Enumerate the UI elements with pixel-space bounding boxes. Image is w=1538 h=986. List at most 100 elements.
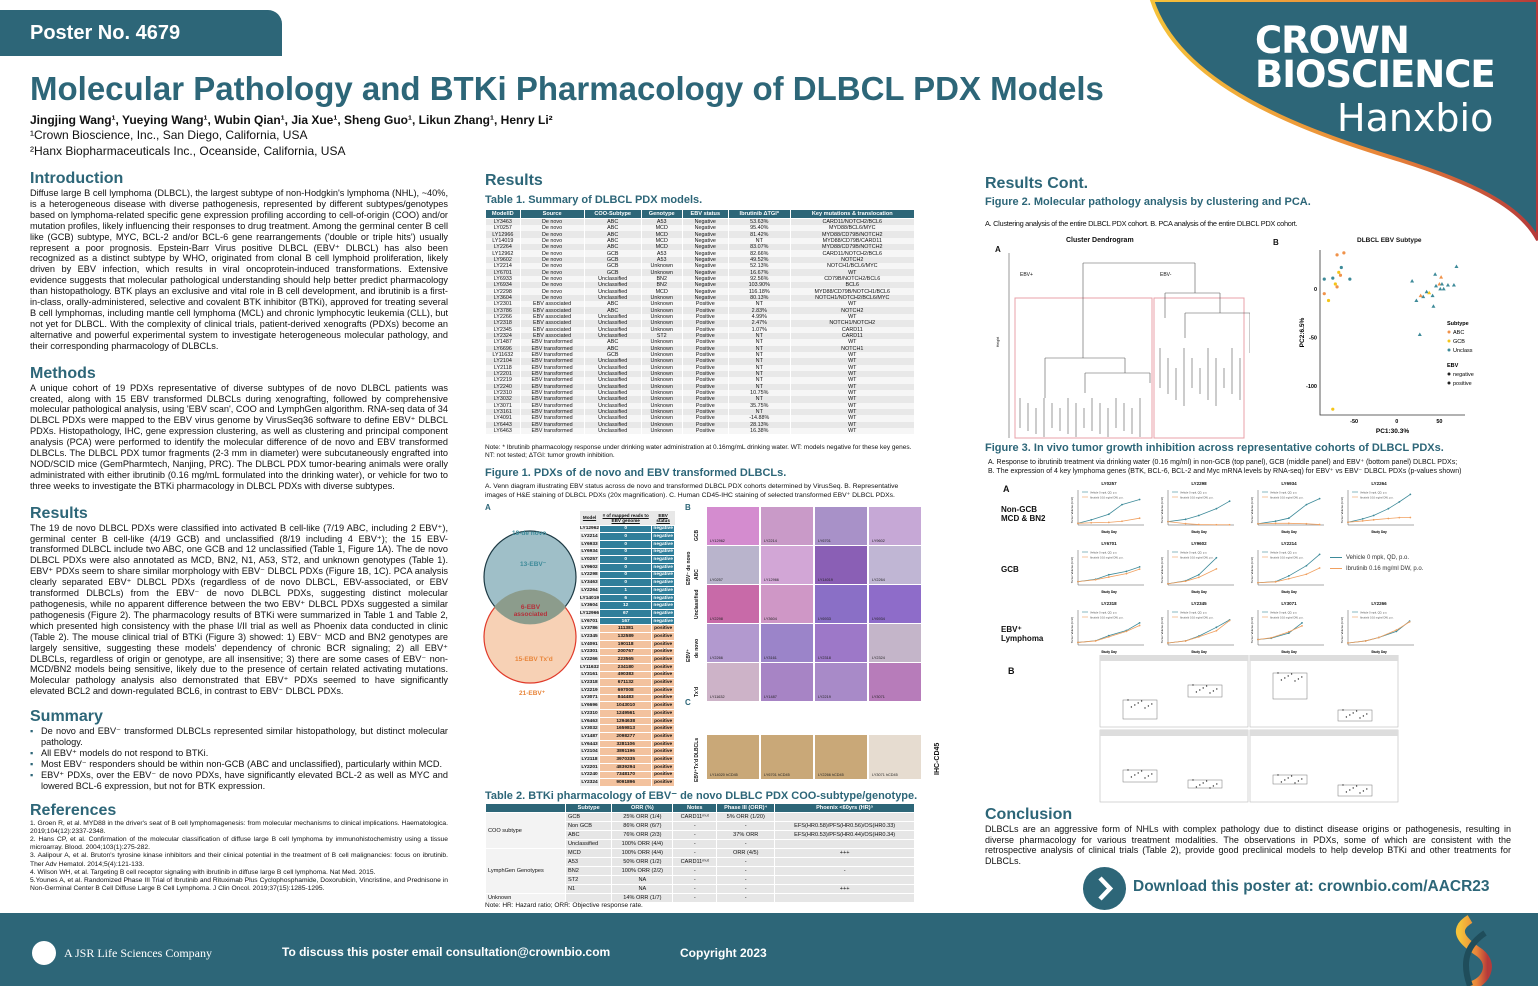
he-image: LY2324	[869, 624, 921, 662]
he-image-label: LY6934	[872, 617, 885, 621]
tgi-ibrutinib-line	[1347, 517, 1411, 523]
he-image: LY11632	[707, 663, 759, 701]
reference-item: 1. Groen R, et al. MYD88 in the driver's…	[30, 819, 448, 835]
table-cell: 86% ORR (6/7)	[611, 821, 674, 831]
table-cell: NA	[611, 875, 674, 885]
he-image-label: LY2219	[818, 695, 831, 699]
boxplot-point	[1290, 673, 1293, 675]
tgi-legend-text: Ibrutinib 0.16 mg/ml DW, p.o.	[1090, 556, 1124, 560]
table-row: LY2214 0 negative	[578, 532, 675, 541]
table-row: LY3071 EBV transformed Unclassified Unknown…	[485, 402, 916, 409]
summary-list: De novo and EBV⁻ transformed DLBCLs repr…	[30, 726, 448, 791]
table-cell: positive	[651, 632, 675, 641]
tgi-vehicle-point	[1138, 565, 1141, 568]
table-cell: Negative	[681, 275, 730, 283]
table-row: LY3604 De novo Unclassified Unknown Negative…	[485, 294, 916, 302]
pca-point	[1438, 286, 1443, 291]
tgi-ibrutinib-point	[1287, 522, 1290, 525]
table-cell: 697008	[599, 685, 653, 695]
tgi-legend-text: Vehicle 0 mpk, QD, p.o.	[1180, 611, 1208, 615]
tgi-ibrutinib-line	[1167, 620, 1230, 644]
table-cell: 167	[599, 616, 653, 626]
download-button[interactable]	[1083, 867, 1126, 910]
table-cell: 1249561	[599, 709, 653, 718]
crown-eight-logo-icon	[1455, 915, 1492, 986]
boxplot-panel-header	[1250, 730, 1398, 736]
tgi-chart: LY2264 Vehicle 0 mpk, QD, p.o. Ibrutinib 0…	[1340, 481, 1418, 539]
pca-point	[1430, 293, 1435, 298]
table-cell: WT	[789, 396, 916, 403]
table-cell: BCL6	[789, 282, 916, 289]
boxplot-point	[1277, 672, 1279, 674]
table-cell: WT	[789, 358, 916, 365]
table-cell: WT	[789, 383, 916, 390]
pca-point	[1331, 407, 1335, 411]
tgi-y-label: Tumor Volume (mm³)	[1070, 617, 1074, 643]
tgi-legend-text: Vehicle 0 mpk, QD, p.o.	[1270, 611, 1298, 615]
boxplot-point	[1297, 678, 1300, 680]
table-cell: positive	[651, 670, 675, 680]
tgi-x-label: Study Day	[1371, 650, 1387, 654]
table-row: LY6934 0 negative	[578, 547, 675, 557]
tgi-y-label: Tumor Volume (mm³)	[1160, 557, 1164, 583]
table-cell: Unclassified	[583, 320, 642, 327]
boxplot-point	[1212, 690, 1215, 692]
ihc-image-label: LY6701 hCD45	[764, 773, 790, 777]
table-row: LY2214 De novo GCB Unknown Negative 52.13% NOT…	[485, 263, 916, 270]
table-row: LY6463 1294638 positive	[578, 716, 675, 726]
boxplot-panel	[1099, 655, 1249, 728]
figure3-description-b: B. The expression of 4 key lymphoma gene…	[988, 468, 1462, 475]
table-row: LY2264 De novo ABC MCD Negative 83.07% MYD88/C…	[485, 244, 916, 251]
table-cell: Negative	[681, 244, 730, 251]
table-row: LY2310 1249561 positive	[578, 709, 675, 718]
he-staining-grid: GCB LY12962 LY2214 LY6701 LY9602 ABC LY0257 LY1…	[686, 507, 941, 787]
he-image-label: LY3161	[764, 656, 777, 660]
table-cell: -	[716, 821, 776, 831]
dendrogram-ebv-positive-label: EBV+	[1020, 272, 1033, 278]
table-cell: Positive	[681, 428, 730, 435]
results-heading: Results	[30, 504, 88, 522]
boxplot-point	[1277, 774, 1279, 776]
table-cell: 6	[599, 593, 653, 603]
poster-title: Molecular Pathology and BTKi Pharmacolog…	[30, 70, 1104, 107]
table-cell: Unclassified	[583, 275, 642, 283]
table-cell: ABC	[583, 301, 642, 308]
table-cell: 50% ORR (1/2)	[611, 857, 674, 867]
table-cell: -	[716, 839, 776, 849]
ebv-table-header: # of mapped reads to EBV genome	[599, 511, 652, 525]
pca-point	[1427, 290, 1432, 295]
table-cell: Positive	[681, 326, 730, 333]
pca-point	[1434, 283, 1438, 288]
table-cell: Negative	[681, 263, 730, 270]
pca-plot: -50 0 50 0 -50 -100 PC1:30.3% PC2:6.5% Subtype AB…	[1299, 250, 1474, 435]
table-row: LY9602 0 negative	[578, 562, 675, 572]
table-row: LY2345 EBV associated Unclassified Unknown P…	[485, 326, 916, 333]
table-cell: negative	[651, 586, 675, 595]
table-cell: 3891196	[599, 747, 653, 757]
table-cell: WT	[789, 389, 916, 397]
pca-point	[1418, 293, 1423, 298]
table-row: LY2298 De novo Unclassified MCD Negative 116.…	[485, 288, 916, 295]
he-image-label: LY12966	[764, 578, 779, 582]
table-cell: -	[672, 875, 718, 885]
tgi-legend-item: Ibrutinib 0.16 mg/ml DW, p.o.	[1330, 566, 1423, 572]
table-cell: 1	[599, 586, 653, 595]
he-image: LY12966	[761, 546, 813, 584]
boxplot-point	[1127, 699, 1129, 701]
figure3-panel-b-label: B	[1008, 666, 1015, 676]
table-cell: 200767	[599, 647, 653, 657]
tgi-ibrutinib-point	[1377, 636, 1380, 639]
table-cell: BN2	[565, 866, 613, 876]
pca-point	[1439, 281, 1444, 286]
he-image-label: LY2318	[818, 656, 831, 660]
table-cell: ABC	[583, 244, 642, 251]
table-cell: 1043010	[599, 701, 653, 710]
download-link[interactable]: Download this poster at: crownbio.com/AA…	[1133, 878, 1490, 895]
table-cell: ABC	[583, 307, 642, 314]
pca-point	[1339, 265, 1343, 270]
table-cell: 9091896	[599, 778, 653, 787]
results-mid-heading: Results	[485, 172, 543, 189]
table-row: LY2219 697008 positive	[578, 685, 675, 695]
table-cell: positive	[651, 624, 675, 634]
table-cell: 3970335	[599, 755, 653, 764]
